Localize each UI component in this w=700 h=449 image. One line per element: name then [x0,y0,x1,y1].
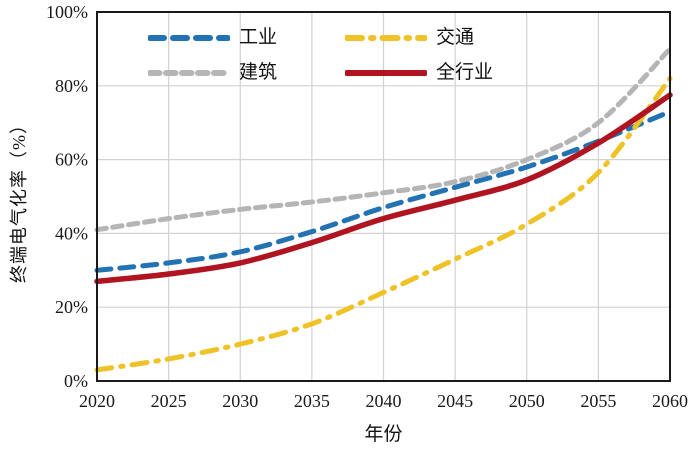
svg-text:2030: 2030 [222,391,258,411]
svg-text:20%: 20% [55,297,88,317]
series-line-0 [94,109,673,273]
svg-text:2060: 2060 [652,391,688,411]
svg-text:100%: 100% [46,2,88,22]
svg-text:80%: 80% [55,76,88,96]
legend-label-buildings: 建筑 [239,62,278,83]
legend-item-all-sectors: 全行业 [345,61,493,85]
series-line-1 [94,75,673,373]
y-axis-tick-labels: 0% 20% 40% 60% 80% 100% [46,2,88,391]
svg-text:2040: 2040 [366,391,402,411]
x-axis-title: 年份 [364,424,403,445]
x-axis-tick-labels: 2020 2025 2030 2035 2040 2045 2050 2055 2060 [79,391,688,411]
svg-text:2050: 2050 [509,391,545,411]
legend-label-all-sectors: 全行业 [436,62,494,83]
svg-text:2025: 2025 [151,391,187,411]
transport-line-swatch [345,35,427,41]
data-series-lines [94,46,673,373]
svg-text:0%: 0% [64,371,88,391]
all-sectors-line-swatch [345,70,427,76]
series-line-3 [94,92,673,285]
legend-item-industry: 工业 [148,26,345,50]
legend-item-transport: 交通 [345,26,493,50]
svg-text:2045: 2045 [437,391,473,411]
legend: 工业 交通 建筑 全行业 [148,26,493,85]
plot-border [96,11,671,382]
buildings-line-swatch [148,70,230,76]
svg-text:2055: 2055 [580,391,616,411]
legend-label-industry: 工业 [239,27,278,48]
svg-text:2020: 2020 [79,391,115,411]
svg-text:40%: 40% [55,223,88,243]
industry-line-swatch [148,35,230,41]
legend-item-buildings: 建筑 [148,61,345,85]
svg-text:2035: 2035 [294,391,330,411]
series-line-2 [94,46,673,233]
svg-text:60%: 60% [55,150,88,170]
legend-label-transport: 交通 [436,27,475,48]
y-axis-title: 终端电气化率（%） [9,115,29,283]
